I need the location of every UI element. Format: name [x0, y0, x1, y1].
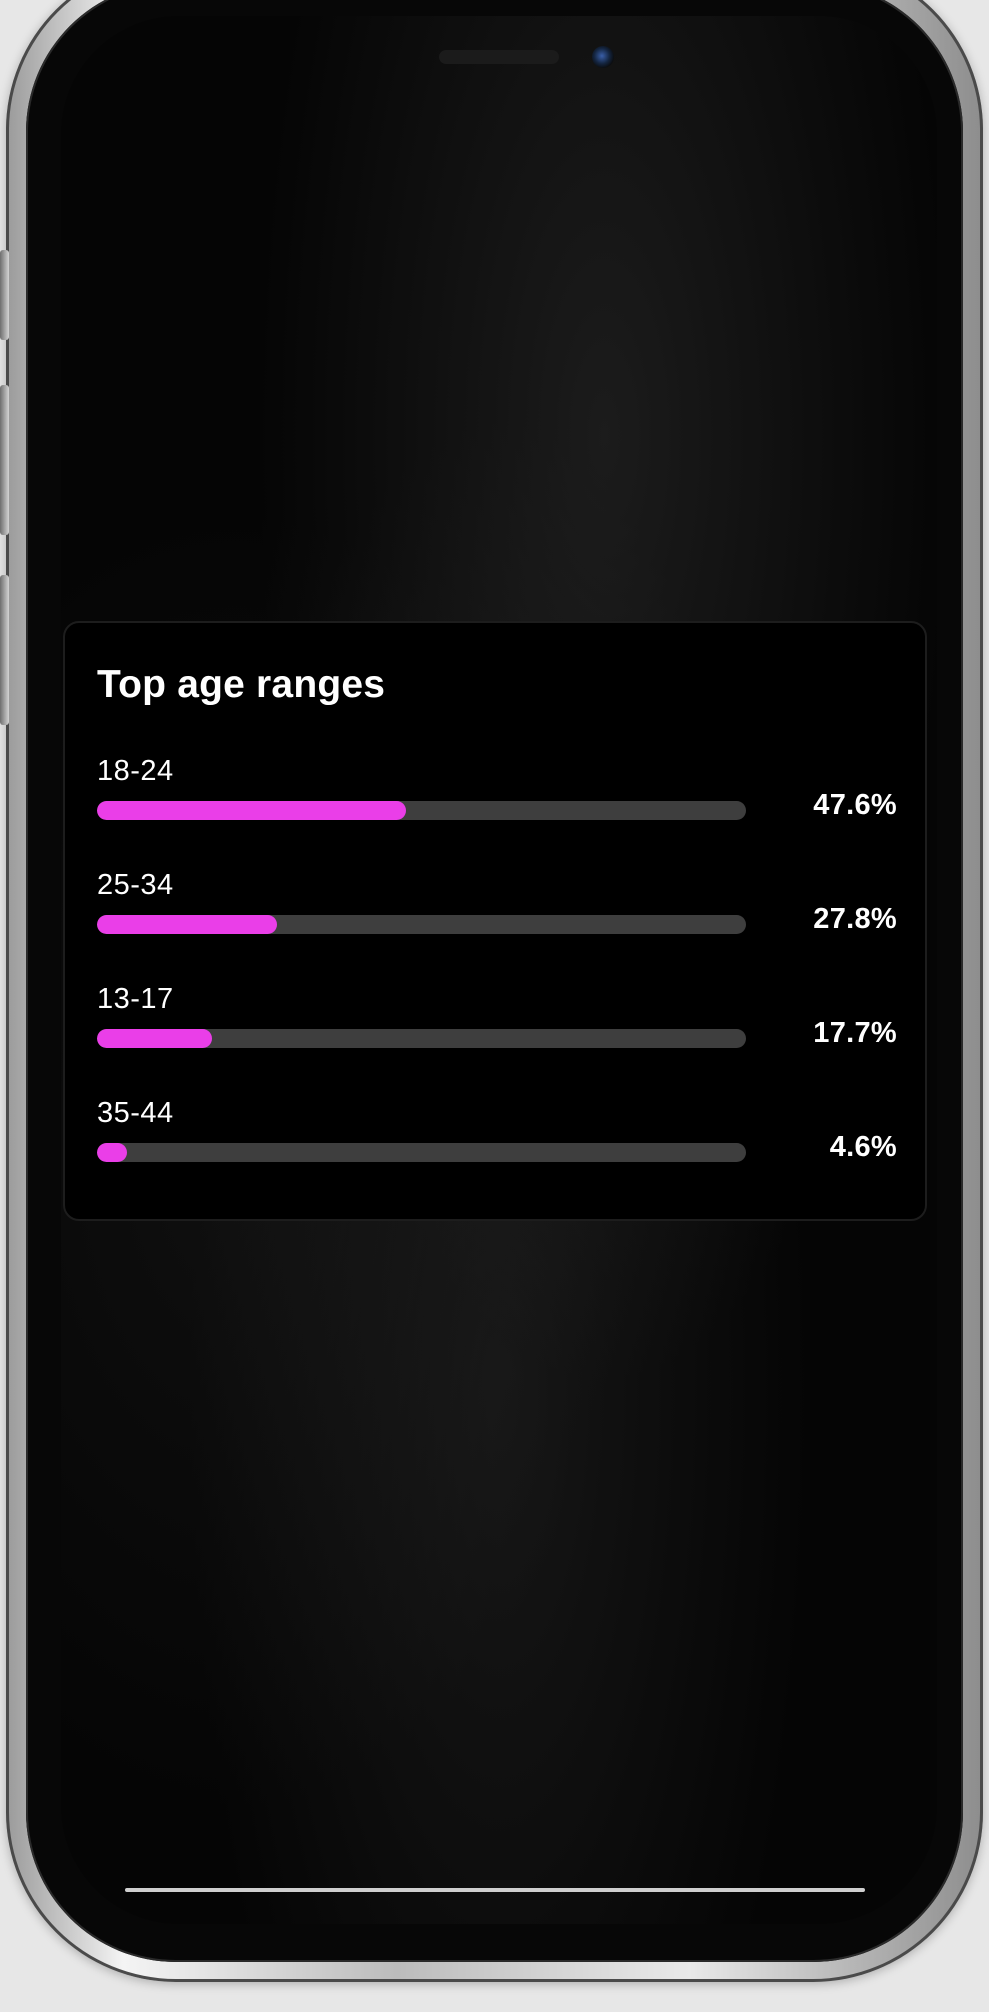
volume-down-button: [0, 575, 9, 725]
volume-up-button: [0, 385, 9, 535]
progress-fill: [97, 1143, 127, 1162]
progress-track: [97, 801, 746, 820]
age-range-percent: 47.6%: [813, 789, 897, 821]
age-range-label: 13-17: [97, 983, 174, 1015]
progress-track: [97, 1143, 746, 1162]
progress-track: [97, 1029, 746, 1048]
age-range-percent: 17.7%: [813, 1017, 897, 1049]
progress-track: [97, 915, 746, 934]
age-range-label: 25-34: [97, 869, 174, 901]
front-camera-icon: [592, 46, 614, 68]
earpiece-speaker: [439, 50, 559, 64]
age-range-row: 25-34 27.8%: [97, 869, 897, 983]
age-range-row: 18-24 47.6%: [97, 755, 897, 869]
progress-fill: [97, 1029, 212, 1048]
card-title: Top age ranges: [97, 663, 386, 706]
progress-fill: [97, 801, 406, 820]
phone-screen: Top age ranges 18-24 47.6% 25-34 27.8%: [61, 16, 937, 1924]
age-range-percent: 4.6%: [829, 1131, 897, 1163]
age-range-list: 18-24 47.6% 25-34 27.8% 13-17: [97, 755, 897, 1211]
age-range-percent: 27.8%: [813, 903, 897, 935]
age-range-row: 13-17 17.7%: [97, 983, 897, 1097]
age-range-label: 18-24: [97, 755, 174, 787]
age-ranges-card: Top age ranges 18-24 47.6% 25-34 27.8%: [63, 621, 927, 1221]
age-range-row: 35-44 4.6%: [97, 1097, 897, 1211]
silent-switch: [0, 250, 9, 340]
progress-fill: [97, 915, 278, 934]
age-range-label: 35-44: [97, 1097, 174, 1129]
home-indicator: [125, 1888, 865, 1892]
